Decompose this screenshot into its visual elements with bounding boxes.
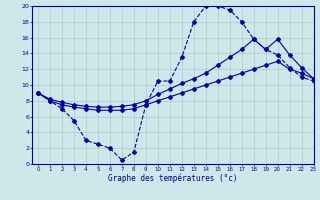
X-axis label: Graphe des températures (°c): Graphe des températures (°c)	[108, 173, 237, 183]
